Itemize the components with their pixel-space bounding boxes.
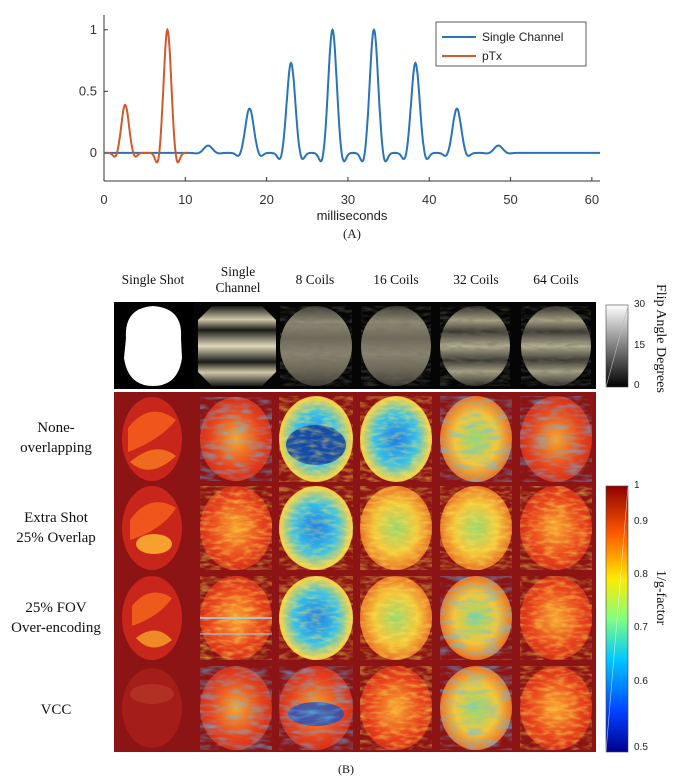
flip-single-shot-image (114, 302, 194, 389)
cell-8-coils (279, 396, 353, 482)
flip-angle-colorbar (605, 304, 629, 388)
flip-8-coils-image (280, 306, 352, 386)
cell-single-channel (200, 397, 272, 481)
cell-16-coils (360, 576, 432, 660)
x-tick-label: 30 (341, 192, 355, 207)
x-tick-label: 40 (422, 192, 436, 207)
cell-64-coils (520, 396, 592, 482)
legend-entry-single-channel: Single Channel (482, 30, 563, 44)
cell-8-coils (279, 666, 353, 750)
cell-16-coils (360, 666, 432, 750)
column-header-32-coils: 32 Coils (453, 272, 499, 287)
gfactor-row-fov-over-encoding (122, 576, 592, 660)
y-tick-label: 0 (90, 145, 97, 160)
gfactor-row-none-overlapping (122, 396, 592, 482)
cell-single-channel (200, 576, 272, 660)
legend: Single Channel pTx (435, 21, 587, 67)
cell-16-coils (360, 396, 432, 482)
gfactor-colorbar-label: 1/g-factor (653, 570, 668, 626)
flip-64-coils-image (521, 306, 591, 386)
flip-16-coils-image (361, 306, 431, 386)
x-axis-label: milliseconds (317, 208, 388, 223)
row-header-fov-over-encoding: 25% FOV Over-encoding (11, 600, 101, 636)
cell-single-channel (200, 486, 272, 570)
gfactor-tick-0-5: 0.5 (634, 742, 648, 753)
cell-single-shot (122, 397, 182, 481)
cell-8-coils (279, 576, 353, 660)
x-tick-label: 50 (503, 192, 517, 207)
cell-64-coils (520, 486, 592, 570)
flip-angle-colorbar-label: Flip Angle Degrees (653, 284, 668, 393)
cell-64-coils (520, 666, 592, 750)
flip-tick-15: 15 (634, 340, 646, 351)
row-header-none-overlapping: None-overlapping (20, 420, 92, 456)
x-tick-label: 0 (100, 192, 107, 207)
row-header-extra-shot: Extra Shot 25% Overlap (16, 510, 96, 546)
gfactor-tick-0-7: 0.7 (634, 622, 648, 633)
cell-32-coils (440, 486, 512, 570)
column-header-single-channel: Single Channel (215, 264, 261, 295)
cell-16-coils (360, 486, 432, 570)
column-header-64-coils: 64 Coils (533, 272, 579, 287)
cell-32-coils (440, 576, 512, 660)
flip-32-coils-image (440, 306, 510, 386)
gfactor-tick-0-9: 0.9 (634, 516, 648, 527)
x-ticks: 0 10 20 30 40 50 60 (100, 177, 599, 207)
cell-8-coils (279, 486, 353, 570)
x-tick-label: 60 (585, 192, 599, 207)
column-header-8-coils: 8 Coils (295, 272, 335, 287)
gfactor-colorbar (605, 485, 629, 753)
cell-64-coils (520, 576, 592, 660)
column-header-16-coils: 16 Coils (373, 272, 419, 287)
x-tick-label: 10 (178, 192, 192, 207)
y-tick-label: 1 (90, 22, 97, 37)
row-header-vcc: VCC (40, 702, 72, 718)
cell-single-shot (122, 668, 182, 748)
cell-single-shot (122, 576, 182, 660)
cell-single-shot (122, 486, 182, 570)
panel-a-label: (A) (343, 226, 361, 241)
x-tick-label: 20 (259, 192, 273, 207)
y-tick-label: 0.5 (79, 83, 97, 98)
gfactor-block-background (114, 392, 596, 752)
line-plot: 0 10 20 30 40 50 60 0 0.5 1 Single Channel pTx m… (79, 15, 600, 241)
gfactor-tick-0-8: 0.8 (634, 569, 648, 580)
series-line-ptx (106, 27, 188, 164)
gfactor-row-vcc (122, 666, 592, 750)
gfactor-row-extra-shot (122, 486, 592, 570)
cell-32-coils (440, 396, 512, 482)
column-header-single-shot: Single Shot (121, 272, 185, 287)
gfactor-tick-0-6: 0.6 (634, 676, 648, 687)
flip-tick-30: 30 (634, 299, 646, 310)
flip-single-channel-image (198, 306, 276, 386)
panel-b-label: (B) (338, 762, 354, 776)
legend-entry-ptx: pTx (482, 49, 502, 63)
cell-single-channel (200, 666, 272, 750)
flip-tick-0: 0 (634, 380, 640, 391)
cell-32-coils (440, 666, 512, 750)
flip-row-background (114, 302, 596, 389)
gfactor-tick-1: 1 (634, 480, 640, 491)
